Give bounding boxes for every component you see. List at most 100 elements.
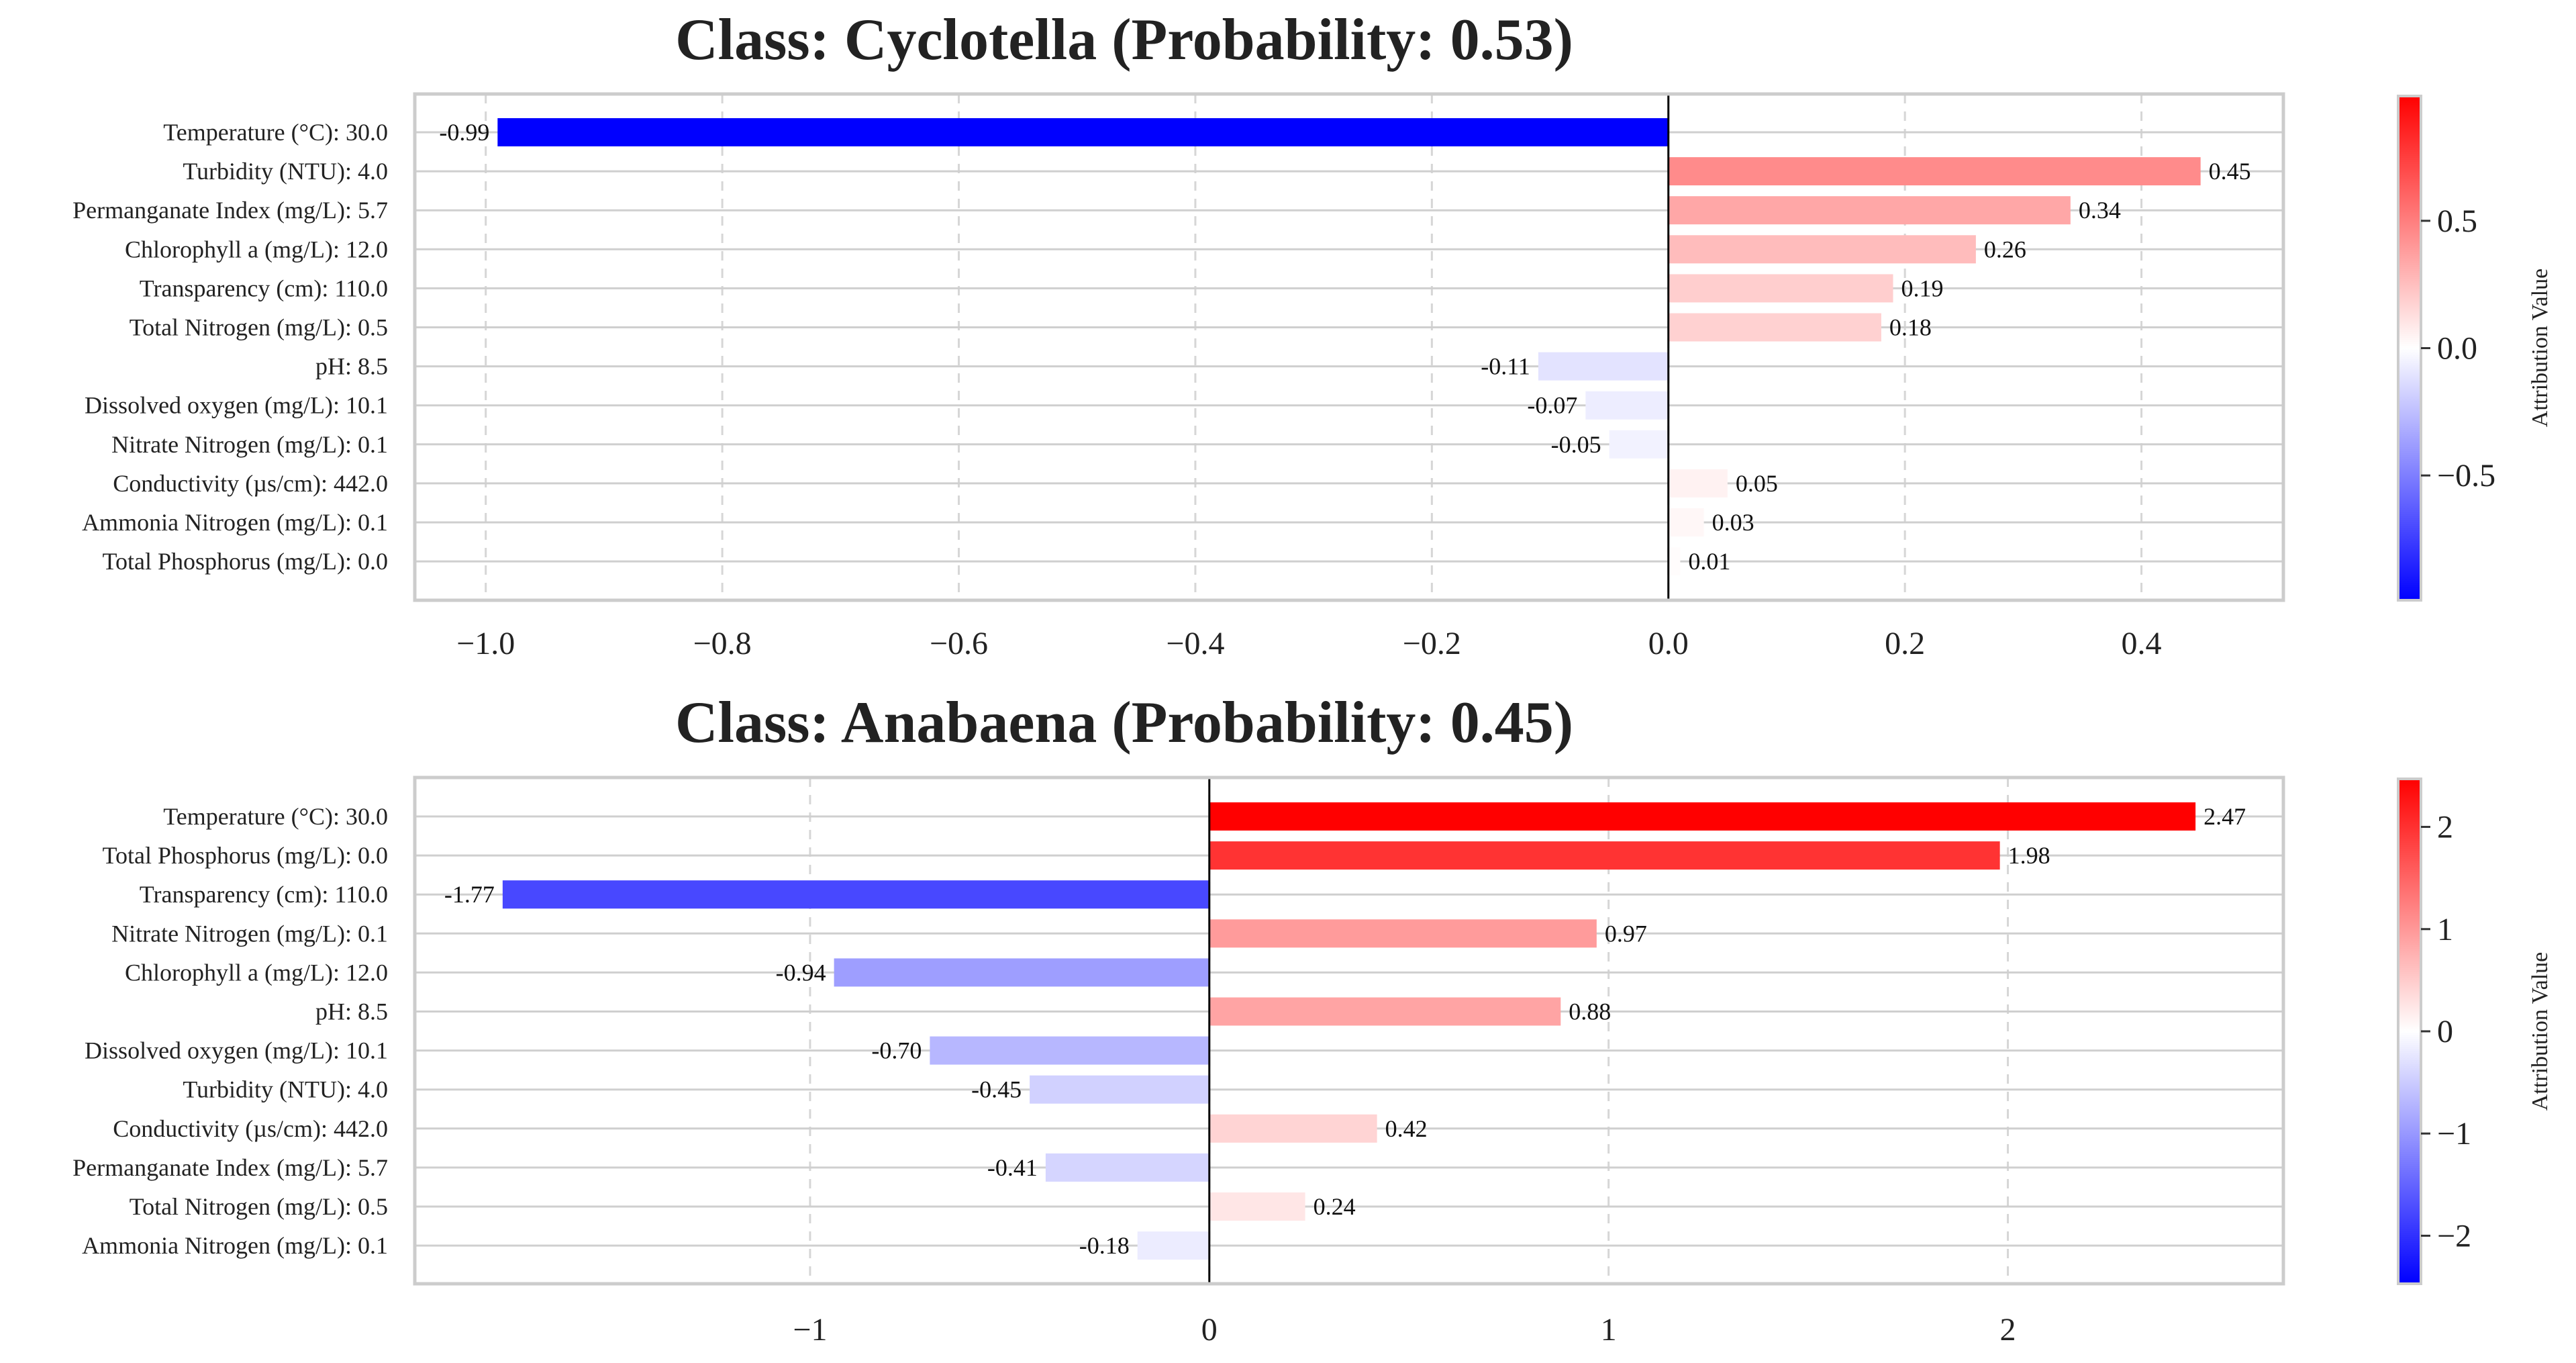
colorbar-tick-label: −0.5: [2437, 458, 2495, 493]
bar: [1668, 313, 1881, 342]
colorbar-ticks: −0.5 0.0 0.5: [2421, 203, 2495, 493]
category-label: Turbidity (NTU): 4.0: [183, 1076, 388, 1103]
colorbar-tick-label: 2: [2437, 810, 2453, 845]
bar: [1209, 841, 2000, 870]
data-label: -0.18: [1079, 1232, 1130, 1259]
bar: [1209, 1192, 1305, 1221]
data-label: 0.24: [1314, 1193, 1356, 1220]
category-label: Transparency (cm): 110.0: [140, 275, 388, 301]
bar: [1045, 1153, 1209, 1182]
category-label: Transparency (cm): 110.0: [140, 881, 388, 908]
colorbar-tick-label: 0: [2437, 1014, 2453, 1049]
x-tick-labels: −1.0 −0.8 −0.6 −0.4 −0.2 0.0 0.2 0.4: [456, 626, 2161, 661]
category-label: Conductivity (µs/cm): 442.0: [113, 470, 388, 497]
colorbar-ticks: −2 −1 0 1 2: [2421, 810, 2471, 1254]
data-label: 2.47: [2203, 803, 2246, 830]
plot-frame: [413, 775, 2285, 1286]
x-tick-label: 0.4: [2122, 626, 2162, 661]
category-label: Total Phosphorus (mg/L): 0.0: [103, 548, 388, 575]
category-labels: Temperature (°C): 30.0 Turbidity (NTU): 4…: [72, 119, 388, 575]
x-tick-label: −0.8: [693, 626, 752, 661]
bar: [1668, 469, 1728, 498]
x-tick-label: −0.6: [930, 626, 988, 661]
bar: [1538, 352, 1669, 381]
colorbar-label: Attribution Value: [2528, 269, 2553, 427]
data-label: -0.70: [871, 1037, 922, 1064]
category-label: pH: 8.5: [315, 353, 388, 380]
data-label: 0.05: [1736, 470, 1778, 497]
category-label: Total Phosphorus (mg/L): 0.0: [103, 842, 388, 869]
x-tick-label: 2: [2000, 1312, 2016, 1348]
bars-layer: 2.47 1.98 -1.77 0.97 -0.94 0.88 -0.70 -0.45 0.42…: [444, 778, 2246, 1284]
bar: [1585, 391, 1669, 420]
data-label: 0.34: [2079, 197, 2121, 224]
colorbar-gradient: [2397, 778, 2422, 1285]
data-label: 0.18: [1889, 314, 1932, 341]
x-tick-label: 0.0: [1648, 626, 1689, 661]
x-tick-label: 0.2: [1885, 626, 1925, 661]
data-label: 0.97: [1605, 920, 1647, 947]
data-label: 0.88: [1569, 998, 1611, 1025]
data-label: 0.19: [1901, 275, 1944, 301]
data-label: 0.26: [1984, 236, 2026, 263]
chart-panel-anabaena: Class: Anabaena (Probability: 0.45) 2.47…: [72, 690, 2553, 1348]
bar: [1668, 235, 1976, 264]
x-tick-label: 0: [1201, 1312, 1218, 1348]
bar: [1209, 919, 1597, 948]
data-label: -0.11: [1481, 353, 1530, 380]
x-tick-label: −1: [793, 1312, 827, 1348]
bar: [1137, 1231, 1209, 1260]
data-label: -0.45: [971, 1076, 1022, 1103]
category-label: pH: 8.5: [315, 998, 388, 1025]
bar: [502, 880, 1209, 909]
bar: [834, 958, 1209, 987]
category-labels: Temperature (°C): 30.0 Total Phosphorus (…: [72, 803, 388, 1259]
colorbar-anabaena: −2 −1 0 1 2 Attribution Value: [2397, 778, 2553, 1285]
colorbar-tick-label: −1: [2437, 1116, 2471, 1152]
x-tick-labels: −1 0 1 2: [793, 1312, 2016, 1348]
category-label: Permanganate Index (mg/L): 5.7: [72, 1154, 388, 1181]
data-label: -0.07: [1527, 392, 1577, 419]
data-label: 0.03: [1712, 509, 1754, 536]
data-label: -0.99: [439, 119, 489, 146]
category-label: Total Nitrogen (mg/L): 0.5: [130, 1193, 388, 1220]
x-tick-label: −0.2: [1403, 626, 1461, 661]
bar: [497, 118, 1669, 146]
bar: [1609, 430, 1669, 459]
category-label: Nitrate Nitrogen (mg/L): 0.1: [111, 431, 388, 458]
chart-title-cyclotella: Class: Cyclotella (Probability: 0.53): [675, 7, 1573, 73]
data-label: -0.41: [987, 1154, 1038, 1181]
bar: [1209, 802, 2196, 831]
category-label: Chlorophyll a (mg/L): 12.0: [125, 236, 388, 263]
category-label: Ammonia Nitrogen (mg/L): 0.1: [82, 509, 388, 536]
colorbar-gradient: [2397, 95, 2422, 602]
category-label: Temperature (°C): 30.0: [163, 803, 388, 830]
colorbar-tick-label: 0.5: [2437, 203, 2477, 239]
chart-panel-cyclotella: Class: Cyclotella (Probability: 0.53) -0…: [72, 7, 2553, 661]
data-label: -1.77: [444, 881, 495, 908]
category-label: Chlorophyll a (mg/L): 12.0: [125, 959, 388, 986]
bar: [1209, 997, 1561, 1026]
bar: [1668, 547, 1681, 576]
bar: [1668, 196, 2071, 225]
bars-layer: -0.99 0.45 0.34 0.26 0.19 0.18 -0.11 -0.07 -0.05…: [439, 94, 2251, 600]
bar: [1209, 1114, 1377, 1143]
bar: [1668, 508, 1704, 536]
colorbar-tick-label: 0.0: [2437, 331, 2477, 367]
chart-title-anabaena: Class: Anabaena (Probability: 0.45): [675, 690, 1573, 755]
data-label: 0.45: [2209, 158, 2251, 185]
data-label: -0.05: [1551, 431, 1601, 458]
x-tick-label: −0.4: [1166, 626, 1224, 661]
category-label: Temperature (°C): 30.0: [163, 119, 388, 146]
plot-frame: [413, 92, 2285, 602]
data-label: 1.98: [2008, 842, 2050, 869]
bar: [930, 1036, 1209, 1065]
x-tick-label: −1.0: [456, 626, 515, 661]
category-label: Dissolved oxygen (mg/L): 10.1: [85, 1037, 388, 1064]
data-label: 0.42: [1385, 1115, 1428, 1142]
colorbar-tick-label: 1: [2437, 912, 2453, 947]
data-label: 0.01: [1688, 548, 1730, 575]
category-label: Dissolved oxygen (mg/L): 10.1: [85, 392, 388, 419]
category-label: Nitrate Nitrogen (mg/L): 0.1: [111, 920, 388, 947]
